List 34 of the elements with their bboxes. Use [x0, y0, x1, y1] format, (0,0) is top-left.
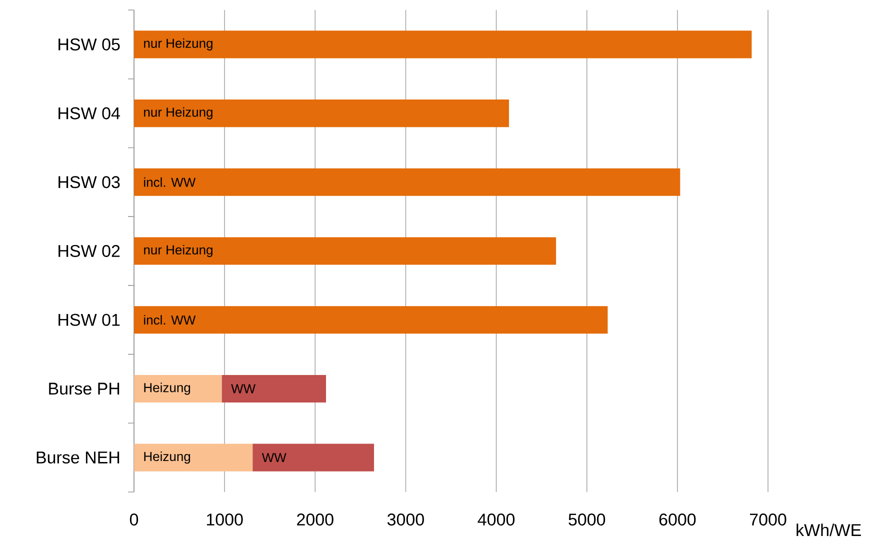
text: WW: [262, 453, 286, 462]
text: nur Heizung: [144, 38, 212, 50]
x-tick-label: 3000: [387, 514, 424, 526]
text: incl. WW: [144, 315, 196, 325]
bar: [134, 374, 222, 402]
bar: [134, 444, 253, 472]
x-tick-label: 1000: [206, 514, 243, 526]
y-tick-label: Burse PH: [49, 382, 120, 395]
y-tick-label: HSW 01: [58, 314, 120, 326]
y-tick-label: HSW 02: [58, 244, 120, 258]
y-tick-label: Burse NEH: [36, 452, 120, 464]
x-tick-label: 7000: [750, 514, 786, 526]
series-label: nur Heizung: [144, 244, 212, 258]
x-tick-label: 2000: [297, 514, 334, 526]
y-tick-label: HSW 05: [58, 38, 120, 50]
series-label: Heizung: [144, 382, 190, 395]
bar: [252, 444, 374, 472]
y-tick-label: HSW 04: [58, 107, 120, 120]
bar: [222, 374, 326, 402]
x-axis-title: kWh/WE: [796, 524, 861, 536]
x-tick-label: 4000: [478, 514, 515, 526]
bar: [134, 30, 752, 58]
x-tick-label: 0: [130, 514, 138, 526]
bar: [134, 237, 556, 265]
bar: [134, 306, 608, 334]
bar: [134, 100, 509, 128]
text: nur Heizung: [144, 107, 212, 120]
bar: [134, 168, 680, 196]
y-tick-label: HSW 03: [58, 176, 120, 188]
series-label: incl. WW: [144, 177, 196, 187]
series-label: WW: [231, 384, 256, 394]
x-tick-label: 6000: [659, 514, 696, 526]
x-tick-label: 5000: [568, 514, 606, 526]
text: Heizung: [144, 452, 190, 464]
